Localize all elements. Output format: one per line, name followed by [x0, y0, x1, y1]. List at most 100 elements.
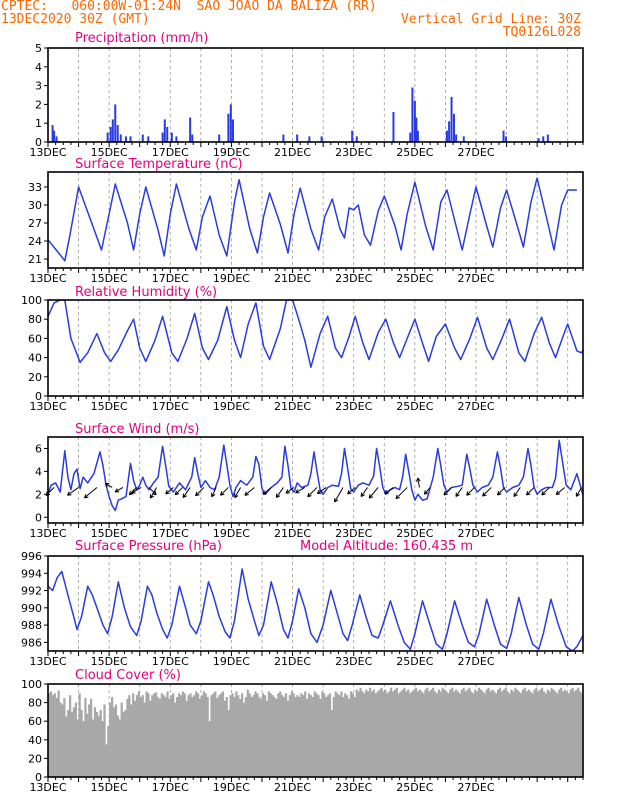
cloud-bar	[497, 689, 500, 777]
cloud-bar	[212, 693, 215, 777]
cloud-bar	[529, 691, 532, 777]
wind-vector	[114, 487, 124, 493]
wind-vector	[131, 487, 142, 494]
cloud-bar	[489, 691, 492, 777]
cloud-bar	[168, 698, 171, 777]
cloud-bar	[569, 689, 572, 777]
precip-bar	[111, 119, 114, 142]
cloud-bar	[474, 689, 477, 777]
y-tick-label: 996	[21, 550, 42, 563]
cloud-bar	[359, 687, 362, 777]
cloud-bar	[262, 693, 265, 777]
precip-bar	[416, 130, 419, 142]
cloud-bar	[332, 697, 335, 777]
cloud-bar	[325, 697, 328, 777]
cloud-bar	[158, 698, 162, 777]
precip-bar	[116, 125, 119, 142]
x-tick-label: 17DEC	[152, 400, 189, 413]
cloud-bar	[187, 695, 190, 777]
cloud-bar	[384, 689, 387, 777]
cloud-bar	[533, 689, 536, 777]
x-tick-label: 13DEC	[29, 527, 66, 540]
wind-arrowhead	[555, 490, 561, 496]
wind-vector	[360, 487, 368, 497]
cloud-bar	[521, 689, 525, 777]
cloud-bar	[124, 710, 127, 777]
cloud-bar	[535, 687, 538, 777]
precip-bar	[227, 113, 230, 142]
cloud-bar	[430, 689, 433, 777]
precip-bar	[415, 117, 418, 142]
cloud-bar	[256, 693, 259, 777]
cloud-bar	[197, 693, 200, 777]
cloud-bar	[69, 695, 72, 777]
wind-vector	[234, 487, 242, 498]
cloud-bar	[542, 691, 546, 777]
cloud-bar	[386, 693, 389, 777]
cloud-bar	[239, 698, 242, 777]
cloud-bar	[591, 691, 593, 777]
y-tick-label: 4	[35, 61, 42, 74]
cloud-bar	[540, 687, 544, 777]
precip-bar	[218, 134, 221, 142]
cloud-bar	[426, 687, 429, 777]
header-grid-note: Vertical Grid Line: 30Z	[400, 12, 581, 27]
cloud-bar	[284, 693, 288, 777]
wind-vector	[526, 487, 535, 496]
wind-arrowhead	[541, 491, 546, 496]
cloud-bar	[334, 691, 337, 777]
y-tick-label: 60	[28, 332, 42, 345]
x-tick-label: 21DEC	[274, 146, 311, 159]
cloud-bar	[74, 702, 77, 777]
precip-bar	[53, 130, 56, 142]
y-tick-label: 27	[28, 217, 42, 230]
cloud-bar	[397, 693, 400, 777]
precip-bar	[462, 136, 465, 142]
cloud-bar	[458, 693, 462, 777]
wind-arrowhead	[83, 493, 89, 499]
precip-bar	[51, 125, 54, 142]
cloud-bar	[405, 691, 408, 777]
cloud-bar	[390, 687, 393, 777]
x-tick-label: 13DEC	[29, 400, 66, 413]
wind-arrowhead	[165, 489, 170, 495]
wind-arrowhead	[526, 491, 531, 496]
x-tick-label: 25DEC	[396, 655, 433, 668]
wind-arrowhead	[347, 489, 352, 495]
cloud-bar	[93, 707, 97, 777]
precip-bar	[413, 100, 416, 142]
cloud-bar	[506, 691, 509, 777]
wind-arrowhead	[575, 492, 580, 497]
y-tick-label: 60	[28, 715, 42, 728]
cloud-bar	[508, 693, 511, 777]
cloud-bar	[340, 691, 343, 777]
wind-vector	[307, 487, 318, 498]
precip-bar	[409, 132, 412, 142]
y-tick-label: 40	[28, 352, 42, 365]
panel-frame	[47, 555, 584, 652]
cloud-bar	[374, 693, 377, 777]
wind-arrowhead	[513, 492, 518, 497]
cloud-bar	[317, 695, 320, 777]
precip-bar	[351, 130, 354, 142]
cloud-bar	[63, 697, 66, 777]
cloud-bar	[114, 704, 118, 777]
cloud-bar	[428, 691, 431, 777]
wind-vector	[244, 487, 255, 496]
x-tick-label: 17DEC	[152, 655, 189, 668]
cloud-bar	[579, 691, 582, 777]
cloud-bar	[372, 689, 376, 777]
cloud-bar	[99, 710, 102, 777]
cloud-bar	[418, 689, 421, 777]
wind-vector	[165, 487, 174, 495]
wind-vector	[575, 487, 582, 497]
y-tick-label: 990	[21, 602, 42, 615]
cloud-bar	[156, 697, 160, 777]
precip-bar	[170, 132, 173, 142]
cloud-bar	[370, 691, 374, 777]
x-tick-label: 23DEC	[335, 400, 372, 413]
cloud-bar	[130, 704, 133, 777]
header-code: TQ0126L028	[502, 25, 581, 40]
wind-vector	[262, 487, 272, 495]
cloud-bar	[200, 695, 204, 777]
